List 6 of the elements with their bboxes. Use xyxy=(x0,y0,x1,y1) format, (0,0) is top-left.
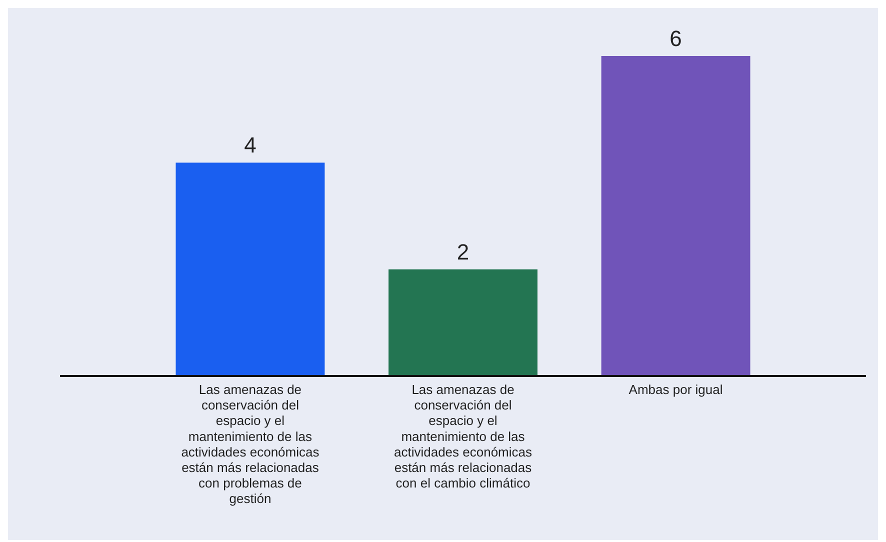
x-tick-label: Las amenazas de conservación del espacio y el mantenimiento de las actividades económicas están más relacionadas con el cambio climático xyxy=(394,382,532,491)
data-label: 2 xyxy=(456,239,470,264)
x-tick-label: Las amenazas de conservación del espacio y el mantenimiento de las actividades económicas están más relacionadas con problemas de gestión xyxy=(181,382,320,506)
data-label: 4 xyxy=(244,132,256,158)
x-tick-label: Ambas por igual xyxy=(628,382,723,397)
data-label: 6 xyxy=(670,26,682,51)
